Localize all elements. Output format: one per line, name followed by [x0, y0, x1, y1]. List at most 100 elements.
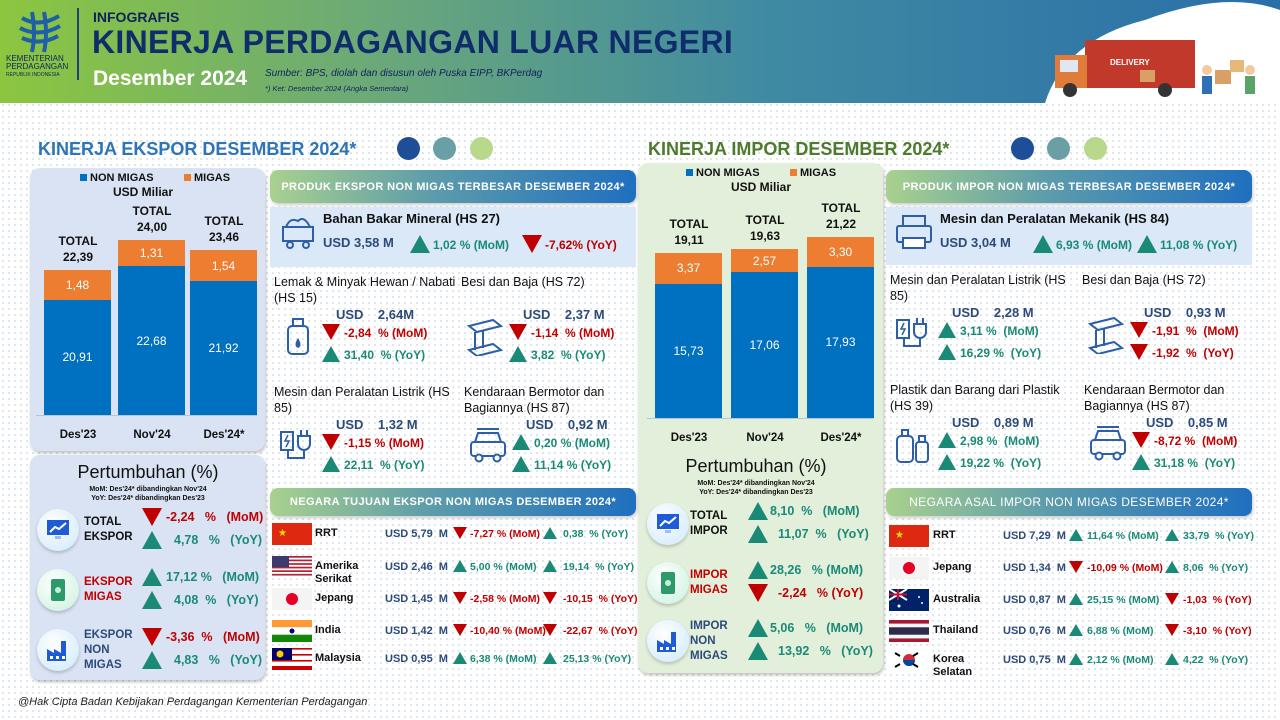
product-value: USD 1,32 M: [336, 417, 418, 432]
country-yoy: 19,14 % (YoY): [563, 561, 634, 573]
export-top-product-box: [270, 207, 636, 267]
bar-migas: 1,54: [190, 250, 257, 281]
triangle-up-icon: [1033, 235, 1053, 253]
total-value: 19,63: [749, 229, 781, 244]
country-value: USD 0,95 M: [385, 653, 448, 665]
triangle-down-icon: [142, 508, 162, 526]
legend-migas: MIGAS: [790, 167, 836, 179]
triangle-up-icon: [543, 652, 557, 664]
top-product-yoy: 11,08 % (YoY): [1160, 238, 1238, 252]
flag-thailand-icon: [889, 620, 929, 642]
growth-yoy: 4,08 % (YoY): [174, 593, 259, 607]
top-product-name: Mesin dan Peralatan Mekanik (HS 84): [940, 211, 1170, 226]
truck-label: DELIVERY: [1110, 58, 1150, 67]
country-name: Thailand: [933, 624, 979, 636]
country-yoy: -1,03 % (YoY): [1183, 594, 1252, 606]
triangle-down-icon: [453, 527, 467, 539]
decor-dot: [1084, 137, 1107, 160]
country-name: Korea Selatan: [933, 653, 973, 678]
country-mom: 5,00 % (MoM): [470, 561, 537, 573]
triangle-up-icon: [938, 322, 956, 338]
growth-yoy: 13,92 % (YoY): [778, 644, 873, 658]
coal-cart-icon: [278, 213, 318, 253]
export-countries-header: NEGARA TUJUAN EKSPOR NON MIGAS DESEMBER …: [270, 488, 636, 516]
decor-dot: [470, 137, 493, 160]
total-label: TOTAL: [821, 200, 861, 215]
growth-note-mom: MoM: Des'24* dibandingkan Nov'24: [89, 486, 207, 493]
provisional-note: *) Ket: Desember 2024 (Angka Sementara): [265, 84, 409, 93]
triangle-up-icon: [410, 235, 430, 253]
decor-dot: [1011, 137, 1034, 160]
bar-non-migas: 22,68: [118, 266, 185, 415]
source-note: Sumber: BPS, diolah dan disusun oleh Pus…: [265, 68, 543, 79]
triangle-up-icon: [1165, 561, 1179, 573]
product-value: USD 2,37 M: [523, 307, 605, 322]
oil-barrel-icon: [647, 562, 689, 604]
country-yoy: 0,38 % (YoY): [563, 528, 629, 540]
total-label: TOTAL: [58, 234, 98, 249]
triangle-up-icon: [453, 560, 467, 572]
country-mom: 6,88 % (MoM): [1087, 625, 1154, 637]
triangle-up-icon: [322, 456, 340, 472]
country-yoy: -22,67 % (YoY): [563, 625, 638, 637]
country-name: RRT: [933, 529, 956, 541]
car-icon: [1088, 424, 1128, 464]
growth-note-mom: MoM: Des'24* dibandingkan Nov'24: [697, 480, 815, 487]
product-mom: -1,91 % (MoM): [1152, 324, 1239, 338]
x-tick-label: Nov'24: [133, 429, 171, 441]
triangle-up-icon: [938, 454, 956, 470]
unit-label: USD Miliar: [113, 185, 174, 199]
country-yoy: 33,79 % (YoY): [1183, 530, 1254, 542]
x-tick-label: Des'24*: [820, 432, 862, 444]
flag-malaysia-icon: [272, 648, 312, 670]
triangle-down-icon: [522, 235, 542, 253]
growth-yoy: -2,24 % (YoY): [778, 586, 864, 600]
country-yoy: -3,10 % (YoY): [1183, 625, 1252, 637]
triangle-up-icon: [453, 652, 467, 664]
product-value: USD 2,28 M: [952, 305, 1034, 320]
chart-monitor-icon: [37, 509, 79, 551]
triangle-down-icon: [1132, 432, 1150, 448]
triangle-up-icon: [1165, 529, 1179, 541]
oil-barrel-icon: [37, 569, 79, 611]
logo-line-3: REPUBLIK INDONESIA: [6, 72, 60, 78]
header-kicker: INFOGRAFIS: [93, 9, 180, 25]
triangle-down-icon: [748, 584, 768, 602]
bar-non-migas: 21,92: [190, 281, 257, 415]
product-mom: -1,14 % (MoM): [531, 326, 615, 340]
country-name: Jepang: [933, 561, 972, 573]
import-products-header: PRODUK IMPOR NON MIGAS TERBESAR DESEMBER…: [886, 170, 1252, 203]
top-product-value: USD 3,04 M: [940, 235, 1011, 250]
logo-line-1: KEMENTERIAN: [6, 54, 64, 63]
country-value: USD 1,34 M: [1003, 562, 1066, 574]
triangle-down-icon: [1165, 593, 1179, 605]
country-value: USD 5,79 M: [385, 528, 448, 540]
growth-label: EKSPOR: [84, 628, 133, 641]
legend-label: NON MIGAS: [696, 167, 760, 179]
triangle-up-icon: [938, 344, 956, 360]
country-mom: -7,27 % (MoM): [470, 528, 541, 540]
header-divider: [77, 8, 79, 80]
country-mom: -10,09 % (MoM): [1087, 562, 1163, 574]
country-yoy: 25,13 % (YoY): [563, 653, 632, 665]
product-yoy: 22,11 % (YoY): [344, 458, 425, 472]
triangle-up-icon: [748, 561, 768, 579]
total-value: 19,11: [674, 233, 704, 248]
x-axis-line: [36, 415, 257, 416]
triangle-up-icon: [1069, 529, 1083, 541]
triangle-up-icon: [1069, 624, 1083, 636]
product-value: USD 0,85 M: [1146, 415, 1228, 430]
legend-label: MIGAS: [194, 172, 231, 184]
product-name: Besi dan Baja (HS 72): [461, 275, 585, 289]
product-value: USD 0,92 M: [526, 417, 608, 432]
growth-label: TOTAL: [84, 516, 122, 528]
total-label: TOTAL: [204, 214, 244, 229]
growth-label: EKSPOR: [84, 531, 133, 543]
triangle-up-icon: [1132, 454, 1150, 470]
triangle-up-icon: [142, 568, 162, 586]
product-name: Mesin dan Peralatan Listrik (HS 85): [274, 385, 450, 415]
growth-yoy: 11,07 % (YoY): [778, 527, 869, 541]
growth-mom: -2,24 % (MoM): [166, 510, 264, 524]
growth-mom: 5,06 % (MoM): [770, 621, 864, 635]
x-axis-line: [647, 418, 874, 419]
